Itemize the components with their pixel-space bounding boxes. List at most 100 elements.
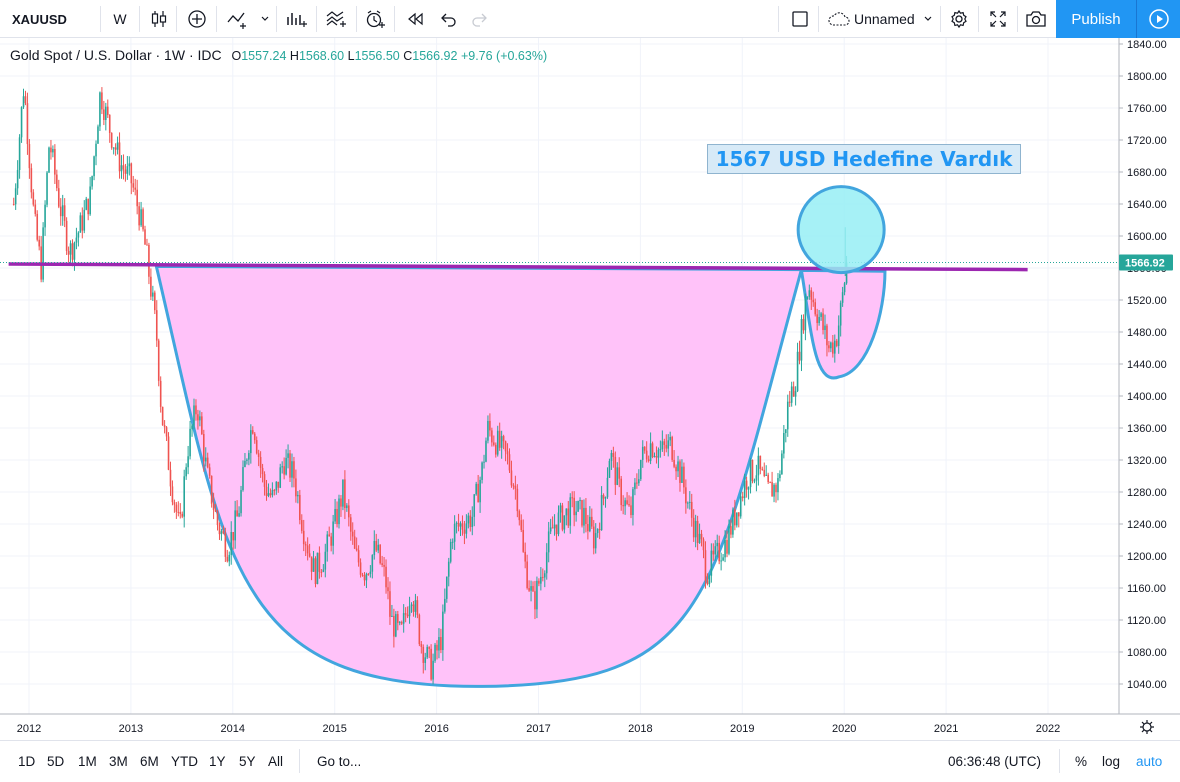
range-all[interactable]: All [268, 753, 284, 769]
candle [814, 298, 816, 317]
candle [843, 281, 846, 296]
fullscreen-icon[interactable] [980, 0, 1016, 38]
candle-body [804, 299, 807, 331]
camera-icon[interactable] [1018, 0, 1054, 38]
range-5d[interactable]: 5D [47, 753, 65, 769]
candle-body [244, 460, 246, 468]
target-circle-drawing[interactable] [796, 185, 886, 275]
candle-body [455, 522, 458, 524]
layout-name[interactable]: Unnamed [854, 11, 915, 27]
candle [371, 554, 374, 579]
candle [269, 488, 272, 498]
candle [297, 491, 299, 504]
candle [369, 565, 372, 578]
candle-body [771, 482, 773, 497]
candle-body [328, 534, 331, 537]
candle-body [338, 498, 340, 525]
symbol-search[interactable]: XAUUSD [12, 11, 67, 27]
candle-body [257, 453, 260, 457]
time-tick-label: 2013 [119, 723, 143, 735]
candle-body [322, 569, 325, 572]
target-annotation-label[interactable]: 1567 USD Hedefine Vardık [707, 144, 1021, 174]
settings-icon[interactable] [942, 0, 976, 38]
candle [273, 488, 276, 496]
toolbar-divider [216, 6, 217, 32]
range-5y[interactable]: 5Y [239, 753, 256, 769]
goto-button[interactable]: Go to... [317, 753, 362, 769]
redo-icon[interactable] [464, 0, 494, 38]
candle [332, 514, 334, 555]
candle [785, 429, 787, 443]
chevron-down-icon[interactable] [256, 0, 274, 38]
handle-drawing[interactable] [799, 268, 887, 380]
interval-button[interactable]: W [113, 11, 127, 27]
price-chart[interactable]: 1040.00 1080.00 1120.00 1160.00 1200.00 1240.… [0, 38, 1180, 740]
candle-body [261, 467, 264, 475]
publish-button[interactable]: Publish [1056, 0, 1136, 38]
candle-body [824, 325, 826, 330]
candle [518, 509, 521, 526]
auto-toggle[interactable]: auto [1136, 753, 1163, 769]
candle [56, 169, 58, 192]
candle [775, 482, 777, 503]
range-3m[interactable]: 3M [109, 753, 128, 769]
candle [28, 139, 31, 179]
candle [118, 132, 121, 179]
candle-body [712, 550, 715, 555]
candle-body [575, 511, 577, 516]
templates-icon[interactable] [318, 0, 354, 38]
cup-drawing[interactable] [154, 264, 804, 688]
candle-body [645, 450, 648, 460]
candle [402, 604, 405, 633]
candle-body [706, 580, 709, 585]
fullscreen-square-icon[interactable] [784, 0, 816, 38]
candle-body [228, 554, 231, 562]
axis-settings-icon[interactable] [1140, 720, 1154, 734]
candle-body [832, 342, 834, 354]
candle-body [500, 436, 503, 448]
price-tick-label: 1240.00 [1127, 519, 1167, 531]
candle-body [371, 555, 374, 572]
candle [112, 147, 115, 155]
candle [228, 551, 231, 567]
candle [824, 314, 826, 340]
bar-pattern-icon[interactable] [280, 0, 314, 38]
time-axis[interactable] [0, 714, 1119, 740]
compare-icon[interactable] [220, 0, 256, 38]
candle-body [510, 470, 513, 486]
candle [330, 532, 332, 552]
candle-body [543, 573, 546, 578]
candle [714, 540, 717, 561]
range-1m[interactable]: 1M [78, 753, 97, 769]
candle [163, 420, 166, 434]
price-axis[interactable] [1119, 38, 1180, 714]
cloud-icon[interactable] [824, 0, 854, 38]
candle-body [657, 449, 660, 458]
replay-icon[interactable] [398, 0, 432, 38]
candle-body [569, 497, 572, 526]
candle [144, 225, 146, 245]
range-1y[interactable]: 1Y [209, 753, 226, 769]
range-1d[interactable]: 1D [18, 753, 36, 769]
candle-body [193, 405, 195, 426]
add-indicator-icon[interactable] [180, 0, 214, 38]
candle-body [183, 476, 186, 517]
log-toggle[interactable]: log [1102, 753, 1121, 769]
range-6m[interactable]: 6M [140, 753, 159, 769]
play-icon[interactable] [1136, 0, 1180, 38]
utc-clock[interactable]: 06:36:48 (UTC) [948, 753, 1042, 769]
candle [677, 455, 679, 478]
percent-toggle[interactable]: % [1075, 753, 1088, 769]
candle-body [291, 461, 293, 478]
layout-chevron-down-icon[interactable] [920, 0, 936, 38]
alert-icon[interactable] [358, 0, 392, 38]
range-ytd[interactable]: YTD [171, 753, 198, 769]
candles-icon[interactable] [142, 0, 176, 38]
candle-body [749, 460, 752, 488]
candle-body [302, 530, 305, 545]
candle-body [730, 526, 732, 535]
undo-icon[interactable] [434, 0, 464, 38]
candle-body [187, 456, 189, 468]
toolbar-divider [394, 6, 395, 32]
candle-body [765, 474, 768, 476]
